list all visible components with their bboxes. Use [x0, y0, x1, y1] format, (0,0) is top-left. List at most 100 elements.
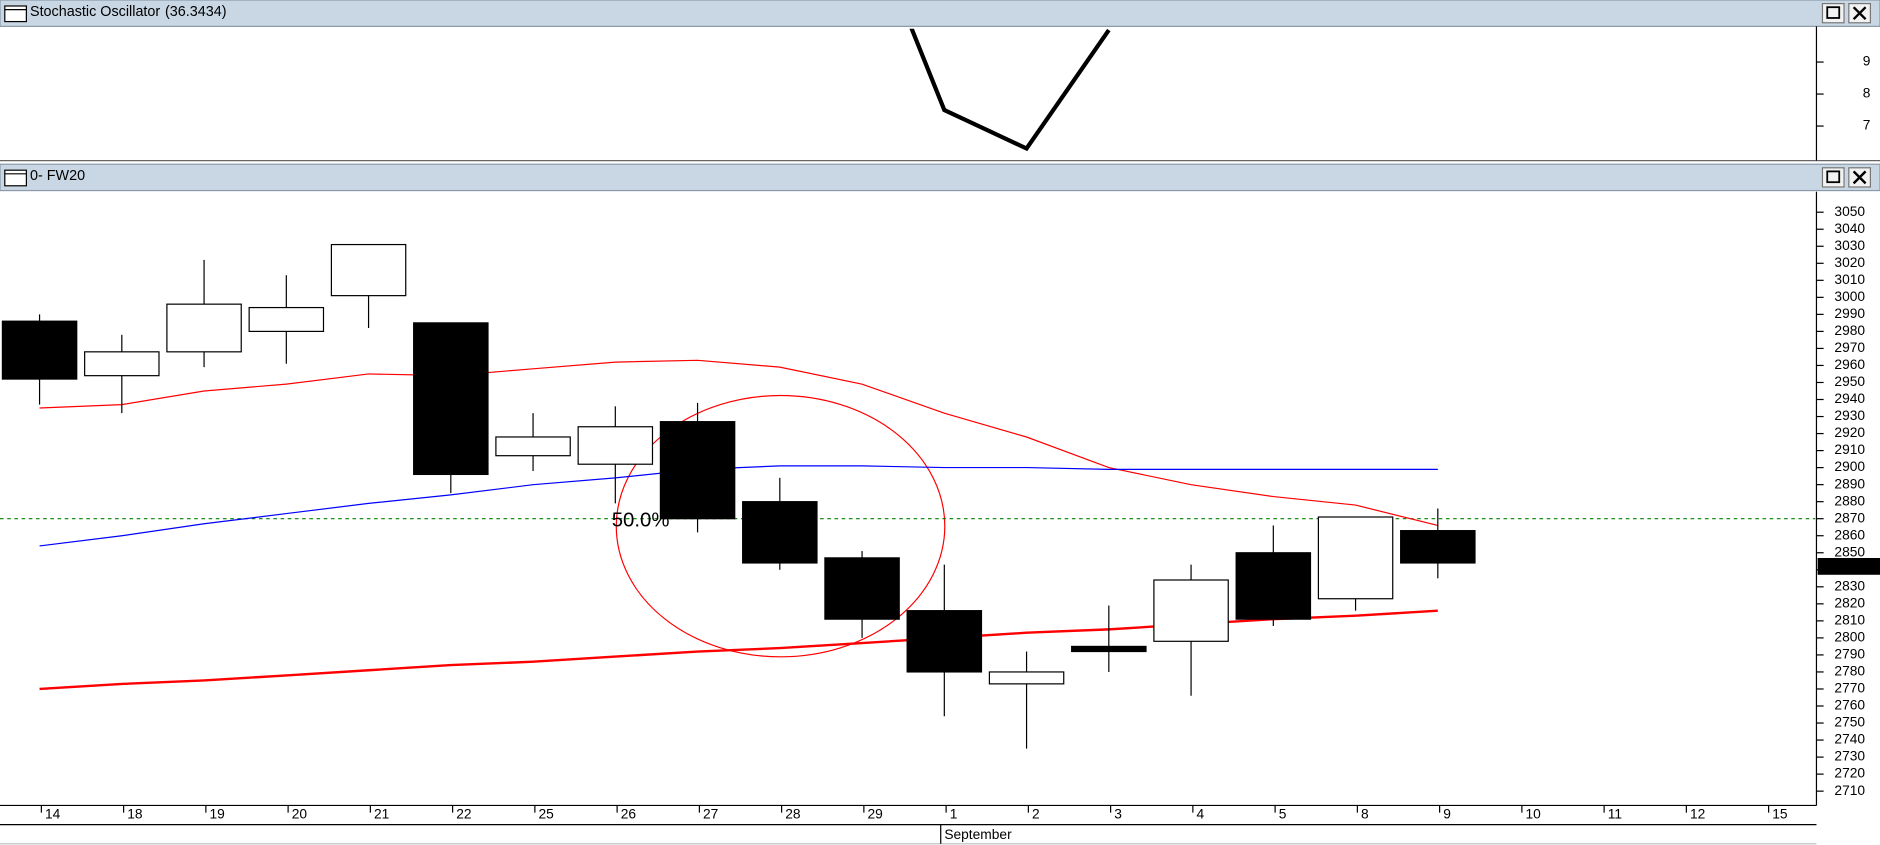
x-tick-label: 1: [950, 807, 958, 822]
window-icon[interactable]: [4, 5, 27, 23]
line-series: [39, 359, 1438, 527]
y-tick-label: 2990: [1834, 306, 1865, 321]
x-tick-label: 4: [1196, 807, 1204, 822]
x-tick-label: 3: [1114, 807, 1122, 822]
x-tick-label: 20: [292, 807, 308, 822]
y-tick-label: 2900: [1834, 459, 1865, 474]
window-icon[interactable]: [4, 169, 27, 187]
x-tick-label: 19: [209, 807, 224, 822]
y-tick-label: 7: [1863, 118, 1871, 133]
candle-body: [84, 351, 160, 377]
line-series: [39, 465, 1438, 547]
x-tick-label: 29: [867, 807, 882, 822]
candle-body: [413, 322, 489, 476]
y-tick-label: 2920: [1834, 425, 1865, 440]
y-tick-label: 2980: [1834, 323, 1865, 338]
panel-value: (36.3434): [165, 4, 227, 20]
x-tick-label: 22: [456, 807, 471, 822]
title-bar: [0, 0, 1880, 27]
y-tick-label: 2790: [1834, 647, 1865, 662]
last-price-label: 2842.000: [1820, 558, 1878, 573]
candle-body: [824, 557, 900, 620]
y-tick-label: 2890: [1834, 476, 1865, 491]
maximize-icon: [1826, 6, 1841, 19]
y-tick-label: 2950: [1834, 374, 1865, 389]
candle-body: [1235, 552, 1312, 620]
y-tick-label: 2960: [1834, 357, 1865, 372]
y-tick-label: 2780: [1834, 664, 1865, 679]
y-tick-label: 2870: [1834, 510, 1865, 525]
x-tick-label: 25: [538, 807, 554, 822]
candle-body: [330, 243, 407, 297]
x-tick-label: 9: [1443, 807, 1451, 822]
candle-body: [742, 501, 818, 564]
y-tick-label: 2940: [1834, 391, 1865, 406]
x-tick-label: 15: [1772, 807, 1788, 822]
y-tick-label: 2810: [1834, 613, 1865, 628]
x-tick-label: 8: [1361, 807, 1369, 822]
x-tick-label: 27: [703, 807, 718, 822]
x-tick-label: 21: [374, 807, 389, 822]
y-tick-label: 8: [1863, 86, 1871, 101]
x-tick-label: 12: [1690, 807, 1705, 822]
y-tick-label: 3020: [1834, 255, 1865, 270]
stochastic-plot: [909, 28, 1111, 152]
y-tick-label: 9: [1863, 54, 1871, 69]
price-plot: 50.0%: [0, 243, 1816, 749]
candle-body: [1400, 530, 1476, 564]
candle-body: [495, 436, 571, 457]
last-price-box: [1817, 557, 1880, 575]
y-tick-label: 2850: [1834, 544, 1865, 559]
candle-body: [248, 306, 325, 332]
y-tick-label: 2820: [1834, 595, 1865, 610]
y-tick-label: 3000: [1834, 289, 1865, 304]
y-tick-label: 2830: [1834, 578, 1865, 593]
y-tick-label: 2730: [1834, 749, 1865, 764]
ellipse-annotation[interactable]: [615, 394, 946, 658]
x-tick-label: 14: [45, 807, 61, 822]
candle-body: [1153, 579, 1229, 642]
level-label: 50.0%: [612, 509, 670, 531]
y-tick-label: 2930: [1834, 408, 1865, 423]
candle-body: [1317, 516, 1394, 600]
y-tick-label: 2800: [1834, 630, 1865, 645]
maximize-icon: [1826, 170, 1841, 184]
x-tick-label: 28: [785, 807, 801, 822]
y-tick-label: 2910: [1834, 442, 1865, 457]
candle-body: [906, 610, 983, 673]
candle-body: [1, 320, 78, 380]
y-tick-label: 2740: [1834, 732, 1865, 747]
axes: 7892710272027302740275027602770278027902…: [40, 54, 1880, 844]
y-tick-label: 2710: [1834, 783, 1865, 798]
month-label: September: [944, 827, 1012, 842]
y-tick-label: 3010: [1834, 272, 1865, 287]
y-tick-label: 2860: [1834, 527, 1865, 542]
x-tick-label: 26: [621, 807, 637, 822]
y-tick-label: 3050: [1834, 204, 1865, 219]
candle-body: [577, 426, 654, 465]
candle-body: [988, 671, 1065, 685]
y-tick-label: 2750: [1834, 715, 1865, 730]
close-icon: [1852, 170, 1867, 185]
y-tick-label: 2720: [1834, 766, 1865, 781]
close-icon: [1852, 6, 1867, 21]
y-tick-label: 2760: [1834, 698, 1865, 713]
candle-body: [659, 421, 736, 520]
x-tick-label: 10: [1525, 807, 1541, 822]
panel-title: Stochastic Oscillator: [30, 4, 160, 20]
y-tick-label: 2970: [1834, 340, 1865, 355]
candle-body: [166, 303, 242, 353]
x-tick-label: 2: [1032, 807, 1040, 822]
y-tick-label: 2880: [1834, 493, 1865, 508]
x-tick-label: 11: [1608, 807, 1622, 822]
line-series: [909, 28, 1111, 152]
x-tick-label: 18: [127, 807, 143, 822]
y-tick-label: 3030: [1834, 238, 1865, 253]
panel-title: 0- FW20: [30, 168, 85, 184]
title-bar: [0, 163, 1880, 192]
y-tick-label: 2770: [1834, 681, 1865, 696]
y-tick-label: 3040: [1834, 221, 1865, 236]
x-tick-label: 5: [1279, 807, 1287, 822]
